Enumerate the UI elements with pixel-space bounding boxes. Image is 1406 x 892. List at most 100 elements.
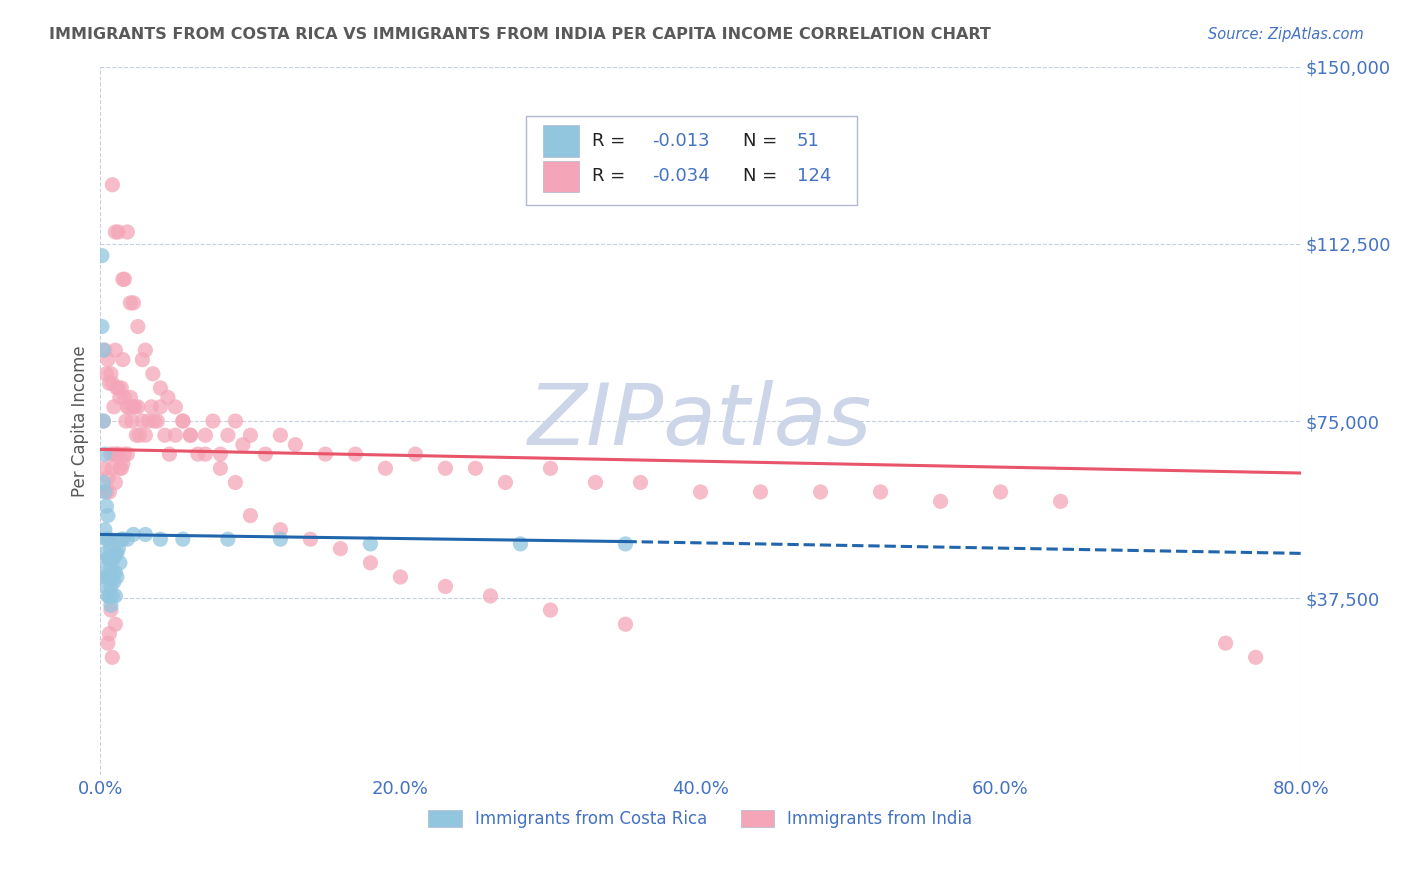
- Point: [172, 414, 194, 428]
- Text: -0.013: -0.013: [652, 132, 710, 150]
- Point: [111, 457, 134, 471]
- Point: [98, 484, 121, 499]
- Point: [479, 589, 502, 603]
- Point: [96, 532, 118, 546]
- Point: [97, 508, 120, 523]
- Point: [125, 428, 148, 442]
- Point: [115, 414, 138, 428]
- Point: [103, 400, 125, 414]
- Point: [239, 428, 262, 442]
- Point: [187, 447, 209, 461]
- Point: [96, 367, 118, 381]
- Point: [105, 570, 128, 584]
- Point: [810, 484, 832, 499]
- Point: [299, 532, 322, 546]
- Point: [96, 560, 118, 574]
- Point: [201, 414, 224, 428]
- Point: [689, 484, 711, 499]
- Point: [1244, 650, 1267, 665]
- Point: [107, 447, 129, 461]
- Point: [209, 447, 232, 461]
- Text: R =: R =: [592, 132, 631, 150]
- Point: [121, 414, 143, 428]
- FancyBboxPatch shape: [526, 116, 856, 205]
- Point: [97, 532, 120, 546]
- Point: [344, 447, 367, 461]
- Point: [103, 447, 125, 461]
- Point: [90, 319, 112, 334]
- Point: [194, 447, 217, 461]
- Point: [172, 414, 194, 428]
- Point: [165, 400, 187, 414]
- Point: [104, 475, 127, 490]
- Point: [94, 546, 117, 560]
- Point: [1215, 636, 1237, 650]
- Point: [100, 579, 122, 593]
- Point: [122, 400, 145, 414]
- Point: [232, 438, 254, 452]
- Point: [172, 532, 194, 546]
- Point: [94, 461, 117, 475]
- Point: [108, 461, 131, 475]
- FancyBboxPatch shape: [543, 161, 579, 192]
- Point: [104, 546, 127, 560]
- Point: [153, 428, 176, 442]
- Point: [104, 225, 127, 239]
- Point: [103, 551, 125, 566]
- Point: [284, 438, 307, 452]
- Point: [97, 570, 120, 584]
- Point: [131, 352, 153, 367]
- Point: [103, 574, 125, 589]
- Point: [143, 414, 166, 428]
- Text: IMMIGRANTS FROM COSTA RICA VS IMMIGRANTS FROM INDIA PER CAPITA INCOME CORRELATIO: IMMIGRANTS FROM COSTA RICA VS IMMIGRANTS…: [49, 27, 991, 42]
- Point: [149, 381, 172, 395]
- Point: [111, 272, 134, 286]
- Point: [464, 461, 486, 475]
- Point: [101, 461, 124, 475]
- Point: [127, 400, 149, 414]
- Point: [104, 566, 127, 580]
- Point: [96, 499, 118, 513]
- Point: [97, 471, 120, 485]
- Point: [614, 537, 637, 551]
- Point: [112, 391, 135, 405]
- Point: [134, 343, 156, 358]
- Point: [111, 352, 134, 367]
- Point: [314, 447, 336, 461]
- Point: [93, 414, 115, 428]
- Point: [224, 475, 246, 490]
- Point: [94, 484, 117, 499]
- Point: [101, 589, 124, 603]
- Point: [94, 343, 117, 358]
- Point: [120, 296, 142, 310]
- Text: 51: 51: [797, 132, 820, 150]
- Point: [112, 272, 135, 286]
- Point: [329, 541, 352, 556]
- Point: [110, 532, 132, 546]
- Point: [494, 475, 516, 490]
- Point: [540, 461, 562, 475]
- Point: [127, 319, 149, 334]
- Point: [97, 352, 120, 367]
- Point: [217, 532, 239, 546]
- Text: ZIPatlas: ZIPatlas: [529, 379, 873, 463]
- Point: [179, 428, 201, 442]
- Text: R =: R =: [592, 168, 631, 186]
- Point: [117, 225, 139, 239]
- Point: [107, 381, 129, 395]
- Y-axis label: Per Capita Income: Per Capita Income: [72, 345, 89, 497]
- Point: [101, 650, 124, 665]
- Point: [100, 599, 122, 613]
- Point: [100, 541, 122, 556]
- Point: [146, 414, 169, 428]
- Point: [117, 447, 139, 461]
- Point: [142, 367, 165, 381]
- Point: [389, 570, 412, 584]
- Point: [630, 475, 652, 490]
- Point: [101, 570, 124, 584]
- Point: [120, 391, 142, 405]
- Point: [141, 400, 163, 414]
- Point: [94, 447, 117, 461]
- Point: [269, 428, 291, 442]
- Point: [239, 508, 262, 523]
